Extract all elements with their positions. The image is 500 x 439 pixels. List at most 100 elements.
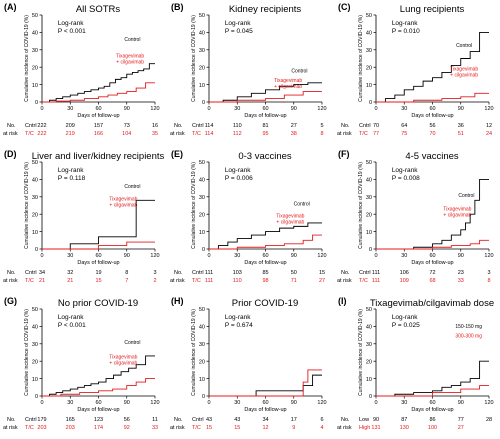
series-label: + cilgavimab: [109, 202, 137, 208]
series-label: Control: [124, 37, 140, 43]
series-label: Control: [294, 202, 310, 208]
panel-label: (A): [4, 2, 17, 12]
y-tick-label: 30: [366, 195, 372, 201]
x-tick-label: 0: [207, 400, 210, 406]
panel-title: 0-3 vaccines: [238, 151, 292, 162]
risk-count: 8: [487, 278, 490, 284]
stat-test: Log-rank: [392, 20, 418, 27]
risk-count: 51: [458, 131, 464, 137]
risk-count: 33: [152, 425, 158, 431]
series-label: Control: [124, 184, 140, 190]
panel-label: (F): [338, 149, 350, 159]
y-tick-label: 30: [32, 342, 38, 348]
risk-count: 179: [37, 417, 46, 423]
y-tick-label: 50: [32, 307, 38, 313]
risk-count: 111: [372, 270, 380, 276]
panel-title: 4-5 vaccines: [405, 151, 459, 162]
x-tick-label: 60: [95, 253, 101, 259]
risk-count: 34: [39, 270, 45, 276]
series-label: Tixagevimab: [450, 67, 478, 73]
x-tick-label: 90: [124, 106, 130, 112]
risk-count: 35: [152, 131, 158, 137]
risk-count: 111: [205, 270, 213, 276]
risk-count: 15: [234, 425, 240, 431]
x-tick-label: 90: [291, 106, 297, 112]
risk-count: 73: [124, 123, 130, 129]
y-axis-label: Cumulative incidence of COVID-19 (%): [24, 309, 30, 396]
y-axis-label: Cumulative incidence of COVID-19 (%): [358, 162, 364, 249]
y-tick-label: 40: [199, 178, 205, 184]
series-label: Tixagevimab: [109, 355, 137, 361]
risk-count: 75: [401, 131, 407, 137]
series-line-control: [376, 31, 489, 103]
x-tick-label: 120: [317, 253, 326, 259]
series-label: + cilgavimab: [450, 73, 478, 79]
risk-count: 222: [37, 131, 46, 137]
risk-row-label: T/C: [359, 131, 368, 137]
risk-row-label: Cntrl: [192, 123, 204, 129]
x-axis-label: Days of follow-up: [244, 113, 286, 119]
risk-table-header: at risk: [337, 278, 352, 284]
risk-table-header: at risk: [337, 425, 352, 431]
stat-p-value: P = 0.010: [392, 28, 420, 35]
x-tick-label: 30: [401, 253, 407, 259]
risk-row-label: Cntrl: [359, 123, 371, 129]
series-label: Tixagevimab: [116, 54, 144, 60]
stat-test: Log-rank: [58, 314, 84, 321]
risk-table-header: at risk: [3, 278, 18, 284]
risk-table-header: No.: [341, 417, 350, 423]
series-line-treatment: [42, 378, 155, 397]
risk-table-header: at risk: [3, 425, 18, 431]
x-tick-label: 30: [234, 253, 240, 259]
y-axis-label: Cumulative incidence of COVID-19 (%): [191, 309, 197, 396]
risk-count: 87: [401, 417, 407, 423]
y-tick-label: 40: [366, 325, 372, 331]
risk-count: 90: [373, 417, 379, 423]
x-tick-label: 120: [150, 106, 159, 112]
risk-count: 15: [95, 278, 101, 284]
risk-table-header: at risk: [170, 278, 185, 284]
risk-table-header: at risk: [170, 425, 185, 431]
y-tick-label: 0: [369, 247, 372, 253]
risk-count: 15: [319, 270, 325, 276]
x-tick-label: 60: [262, 253, 268, 259]
series-line-control: [376, 360, 489, 397]
x-tick-label: 90: [458, 253, 464, 259]
x-axis-label: Days of follow-up: [244, 260, 286, 266]
y-tick-label: 50: [199, 307, 205, 313]
risk-count: 157: [94, 123, 103, 129]
y-tick-label: 0: [202, 100, 205, 106]
x-tick-label: 0: [40, 253, 43, 259]
panel-title: All SOTRs: [76, 4, 121, 15]
risk-count: 100: [428, 425, 437, 431]
risk-row-label: Low: [359, 417, 369, 423]
panel-title: Kidney recipients: [229, 4, 302, 15]
x-tick-label: 30: [401, 106, 407, 112]
risk-table-header: No.: [174, 123, 183, 129]
series-line-control: [42, 355, 155, 397]
x-tick-label: 30: [67, 253, 73, 259]
risk-count: 3: [153, 270, 156, 276]
risk-table-header: No.: [341, 123, 350, 129]
y-tick-label: 50: [199, 13, 205, 19]
panel-title: Liver and liver/kidney recipients: [32, 151, 165, 162]
x-tick-label: 60: [429, 253, 435, 259]
risk-count: 27: [319, 278, 325, 284]
risk-count: 106: [400, 270, 409, 276]
x-tick-label: 0: [40, 400, 43, 406]
stat-p-value: P = 0.045: [225, 28, 253, 35]
risk-count: 21: [67, 278, 73, 284]
y-tick-label: 10: [199, 377, 205, 383]
panel-title: No prior COVID-19: [58, 298, 138, 309]
x-tick-label: 60: [95, 400, 101, 406]
series-line-treatment: [42, 241, 155, 250]
risk-count: 203: [37, 425, 46, 431]
risk-count: 72: [429, 270, 435, 276]
x-tick-label: 120: [317, 400, 326, 406]
risk-count: 2: [153, 278, 156, 284]
risk-count: 4: [320, 425, 323, 431]
series-label: + cilgavimab: [274, 84, 302, 90]
risk-count: 6: [320, 417, 323, 423]
series-line-control: [42, 63, 155, 103]
